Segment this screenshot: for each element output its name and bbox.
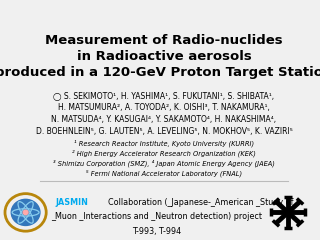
Circle shape [11,199,40,225]
Text: _Muon _Interactions and _Neutron detection) project: _Muon _Interactions and _Neutron detecti… [51,212,262,221]
Text: ¹ Research Reactor Institute, Kyoto University (KURRI)
² High Energy Accelerator: ¹ Research Reactor Institute, Kyoto Univ… [53,140,275,177]
Text: ◯ S. SEKIMOTO¹, H. YASHIMA¹, S. FUKUTANI¹, S. SHIBATA¹,
H. MATSUMURA², A. TOYODA: ◯ S. SEKIMOTO¹, H. YASHIMA¹, S. FUKUTANI… [36,92,292,136]
Text: T-993, T-994: T-993, T-994 [132,227,181,236]
Text: Measurement of Radio-nuclides
in Radioactive aerosols
produced in a 120-GeV Prot: Measurement of Radio-nuclides in Radioac… [0,34,320,79]
Circle shape [23,210,28,215]
Text: Collaboration (_Japanese-_American _Study of: Collaboration (_Japanese-_American _Stud… [108,198,294,207]
Text: JASMIN: JASMIN [55,198,88,207]
